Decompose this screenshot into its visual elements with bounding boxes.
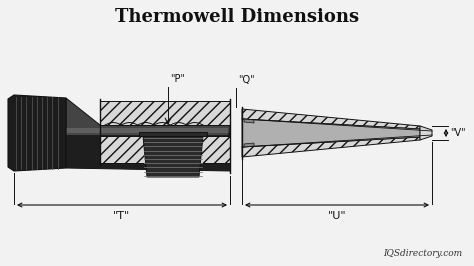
Polygon shape bbox=[242, 109, 420, 129]
Polygon shape bbox=[420, 126, 432, 140]
Text: "Q": "Q" bbox=[238, 75, 255, 85]
Polygon shape bbox=[244, 143, 254, 147]
Text: "P": "P" bbox=[170, 74, 185, 84]
Polygon shape bbox=[100, 136, 230, 163]
Polygon shape bbox=[100, 101, 230, 125]
Text: "T": "T" bbox=[113, 211, 131, 221]
Polygon shape bbox=[139, 132, 207, 136]
Polygon shape bbox=[242, 119, 420, 147]
Polygon shape bbox=[66, 98, 230, 171]
Polygon shape bbox=[143, 136, 203, 177]
Text: "V": "V" bbox=[450, 128, 465, 138]
Polygon shape bbox=[66, 128, 228, 135]
Text: Thermowell Dimensions: Thermowell Dimensions bbox=[115, 8, 359, 26]
Polygon shape bbox=[8, 95, 66, 171]
Text: "U": "U" bbox=[328, 211, 346, 221]
Polygon shape bbox=[66, 133, 230, 171]
Polygon shape bbox=[244, 119, 254, 123]
Polygon shape bbox=[242, 137, 420, 157]
Text: IQSdirectory.com: IQSdirectory.com bbox=[383, 249, 462, 258]
